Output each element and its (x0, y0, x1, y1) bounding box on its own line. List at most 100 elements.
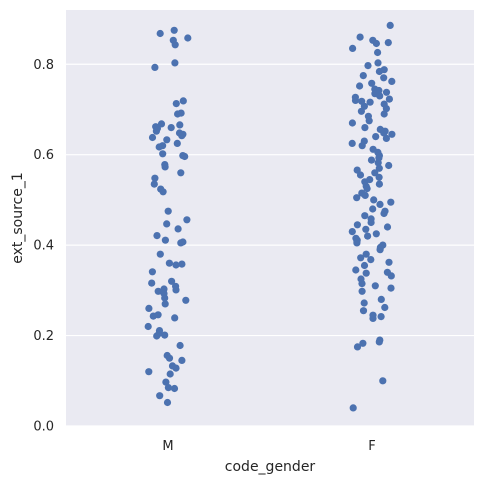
data-point-f (364, 232, 372, 240)
data-point-m (156, 29, 164, 38)
data-point-f (374, 159, 382, 167)
data-point-m (166, 370, 174, 378)
data-point-f (386, 21, 394, 29)
data-point-f (352, 266, 360, 274)
data-point-f (361, 191, 369, 199)
data-point-f (375, 164, 383, 172)
y-tick-label: 0.8 (33, 58, 54, 73)
data-point-f (376, 200, 384, 208)
data-point-m (183, 216, 191, 224)
data-point-f (362, 269, 370, 277)
data-point-f (348, 139, 356, 147)
y-axis-title: ext_source_1 (10, 172, 26, 264)
data-point-f (353, 239, 361, 247)
data-point-m (159, 150, 167, 158)
data-point-m (164, 384, 172, 392)
data-point-m (162, 378, 170, 386)
data-point-m (144, 322, 152, 331)
data-point-m (172, 286, 180, 294)
data-point-f (375, 180, 383, 188)
data-point-f (371, 282, 379, 290)
data-point-m (150, 180, 158, 188)
data-point-f (369, 314, 377, 322)
data-point-m (148, 268, 156, 276)
x-axis-title: code_gender (225, 459, 316, 475)
data-point-m (178, 260, 186, 268)
data-point-f (363, 185, 371, 193)
data-point-m (165, 259, 173, 267)
data-point-f (353, 343, 362, 351)
data-point-f (387, 198, 395, 206)
data-point-f (380, 209, 388, 218)
y-tick-label: 0.4 (33, 239, 54, 254)
data-point-f (366, 98, 374, 106)
data-point-f (368, 79, 376, 87)
data-point-f (348, 228, 356, 236)
data-point-f (365, 117, 373, 125)
data-point-m (182, 296, 190, 304)
data-point-f (380, 110, 388, 118)
data-point-m (173, 139, 181, 147)
data-point-m (177, 239, 185, 247)
data-point-f (353, 221, 361, 229)
data-point-m (178, 356, 186, 364)
data-point-m (161, 236, 169, 244)
data-point-m (148, 133, 157, 142)
data-point-m (151, 63, 159, 71)
data-point-f (348, 119, 356, 127)
data-point-f (375, 338, 383, 346)
data-point-f (372, 133, 380, 141)
data-point-m (161, 294, 169, 302)
data-point-f (364, 62, 372, 70)
data-point-f (351, 96, 360, 104)
data-point-m (145, 368, 153, 376)
data-point-f (357, 107, 365, 115)
data-point-f (358, 287, 366, 295)
data-point-m (165, 354, 174, 362)
data-point-f (380, 74, 388, 82)
data-point-f (376, 92, 384, 100)
data-point-m (156, 392, 164, 400)
data-point-f (374, 48, 382, 57)
data-point-m (172, 364, 180, 372)
data-point-f (362, 225, 370, 233)
data-point-f (349, 44, 357, 53)
data-point-f (361, 212, 369, 220)
data-point-f (353, 194, 361, 202)
data-point-f (385, 161, 393, 170)
data-point-m (161, 331, 169, 339)
data-point-m (163, 220, 171, 228)
data-point-f (372, 39, 380, 48)
data-point-f (382, 88, 391, 96)
data-point-f (367, 156, 376, 164)
data-point-m (157, 120, 166, 128)
data-point-f (358, 142, 366, 150)
data-point-f (380, 129, 388, 137)
data-point-m (159, 188, 167, 196)
data-point-m (168, 277, 176, 285)
data-point-f (388, 77, 396, 85)
data-point-m (145, 304, 153, 312)
data-point-m (170, 384, 179, 393)
data-point-m (172, 261, 180, 269)
data-point-m (156, 250, 164, 258)
data-point-f (360, 261, 369, 270)
data-point-f (382, 134, 390, 142)
data-point-f (383, 223, 392, 231)
data-point-f (379, 377, 387, 385)
data-point-f (367, 218, 375, 227)
data-point-m (155, 143, 163, 151)
data-point-f (361, 124, 369, 132)
plot-background (66, 10, 474, 426)
data-point-f (371, 169, 379, 177)
data-point-m (171, 41, 179, 49)
data-point-f (369, 205, 377, 213)
data-points (144, 21, 396, 412)
data-point-f (359, 307, 368, 315)
data-point-m (171, 59, 179, 67)
data-point-f (370, 196, 378, 204)
data-point-f (357, 254, 365, 262)
data-point-m (163, 398, 172, 407)
data-point-m (153, 232, 161, 240)
data-point-f (375, 173, 383, 181)
